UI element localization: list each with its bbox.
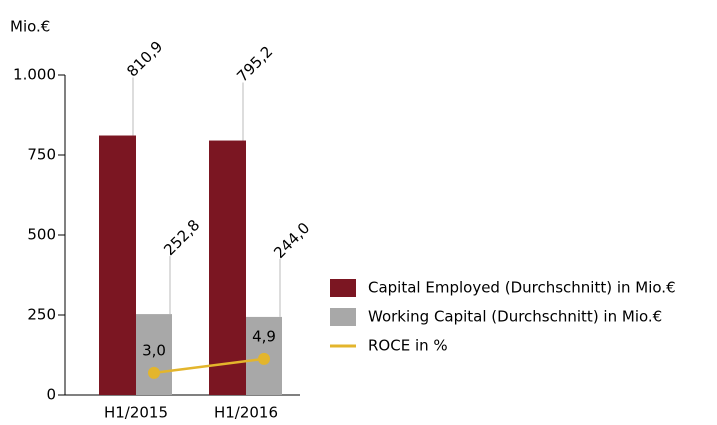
value-label: 252,8 (160, 216, 203, 259)
roce-point (258, 352, 270, 365)
bar (209, 140, 246, 395)
value-label: 795,2 (233, 42, 276, 85)
roce-point (148, 366, 160, 379)
legend-swatch (330, 279, 356, 297)
bar (99, 135, 136, 395)
legend-swatch (330, 308, 356, 326)
legend-label: Working Capital (Durchschnitt) in Mio.€ (368, 308, 662, 326)
y-tick-label: 1.000 (13, 66, 56, 84)
value-label: 810,9 (123, 37, 166, 80)
y-tick-label: 750 (27, 146, 56, 164)
y-tick-label: 500 (27, 226, 56, 244)
x-tick-label: H1/2015 (104, 404, 168, 422)
y-tick-label: 250 (27, 306, 56, 324)
value-label: 244,0 (270, 219, 313, 262)
roce-line (153, 357, 265, 375)
x-tick-label: H1/2016 (214, 404, 278, 422)
y-tick-label: 0 (46, 386, 56, 404)
value-label: 3,0 (142, 341, 166, 359)
legend-label: Capital Employed (Durchschnitt) in Mio.€ (368, 279, 676, 297)
bar (136, 314, 172, 395)
legend-label: ROCE in % (368, 337, 448, 355)
value-label: 4,9 (252, 327, 276, 345)
y-unit: Mio.€ (10, 18, 50, 36)
